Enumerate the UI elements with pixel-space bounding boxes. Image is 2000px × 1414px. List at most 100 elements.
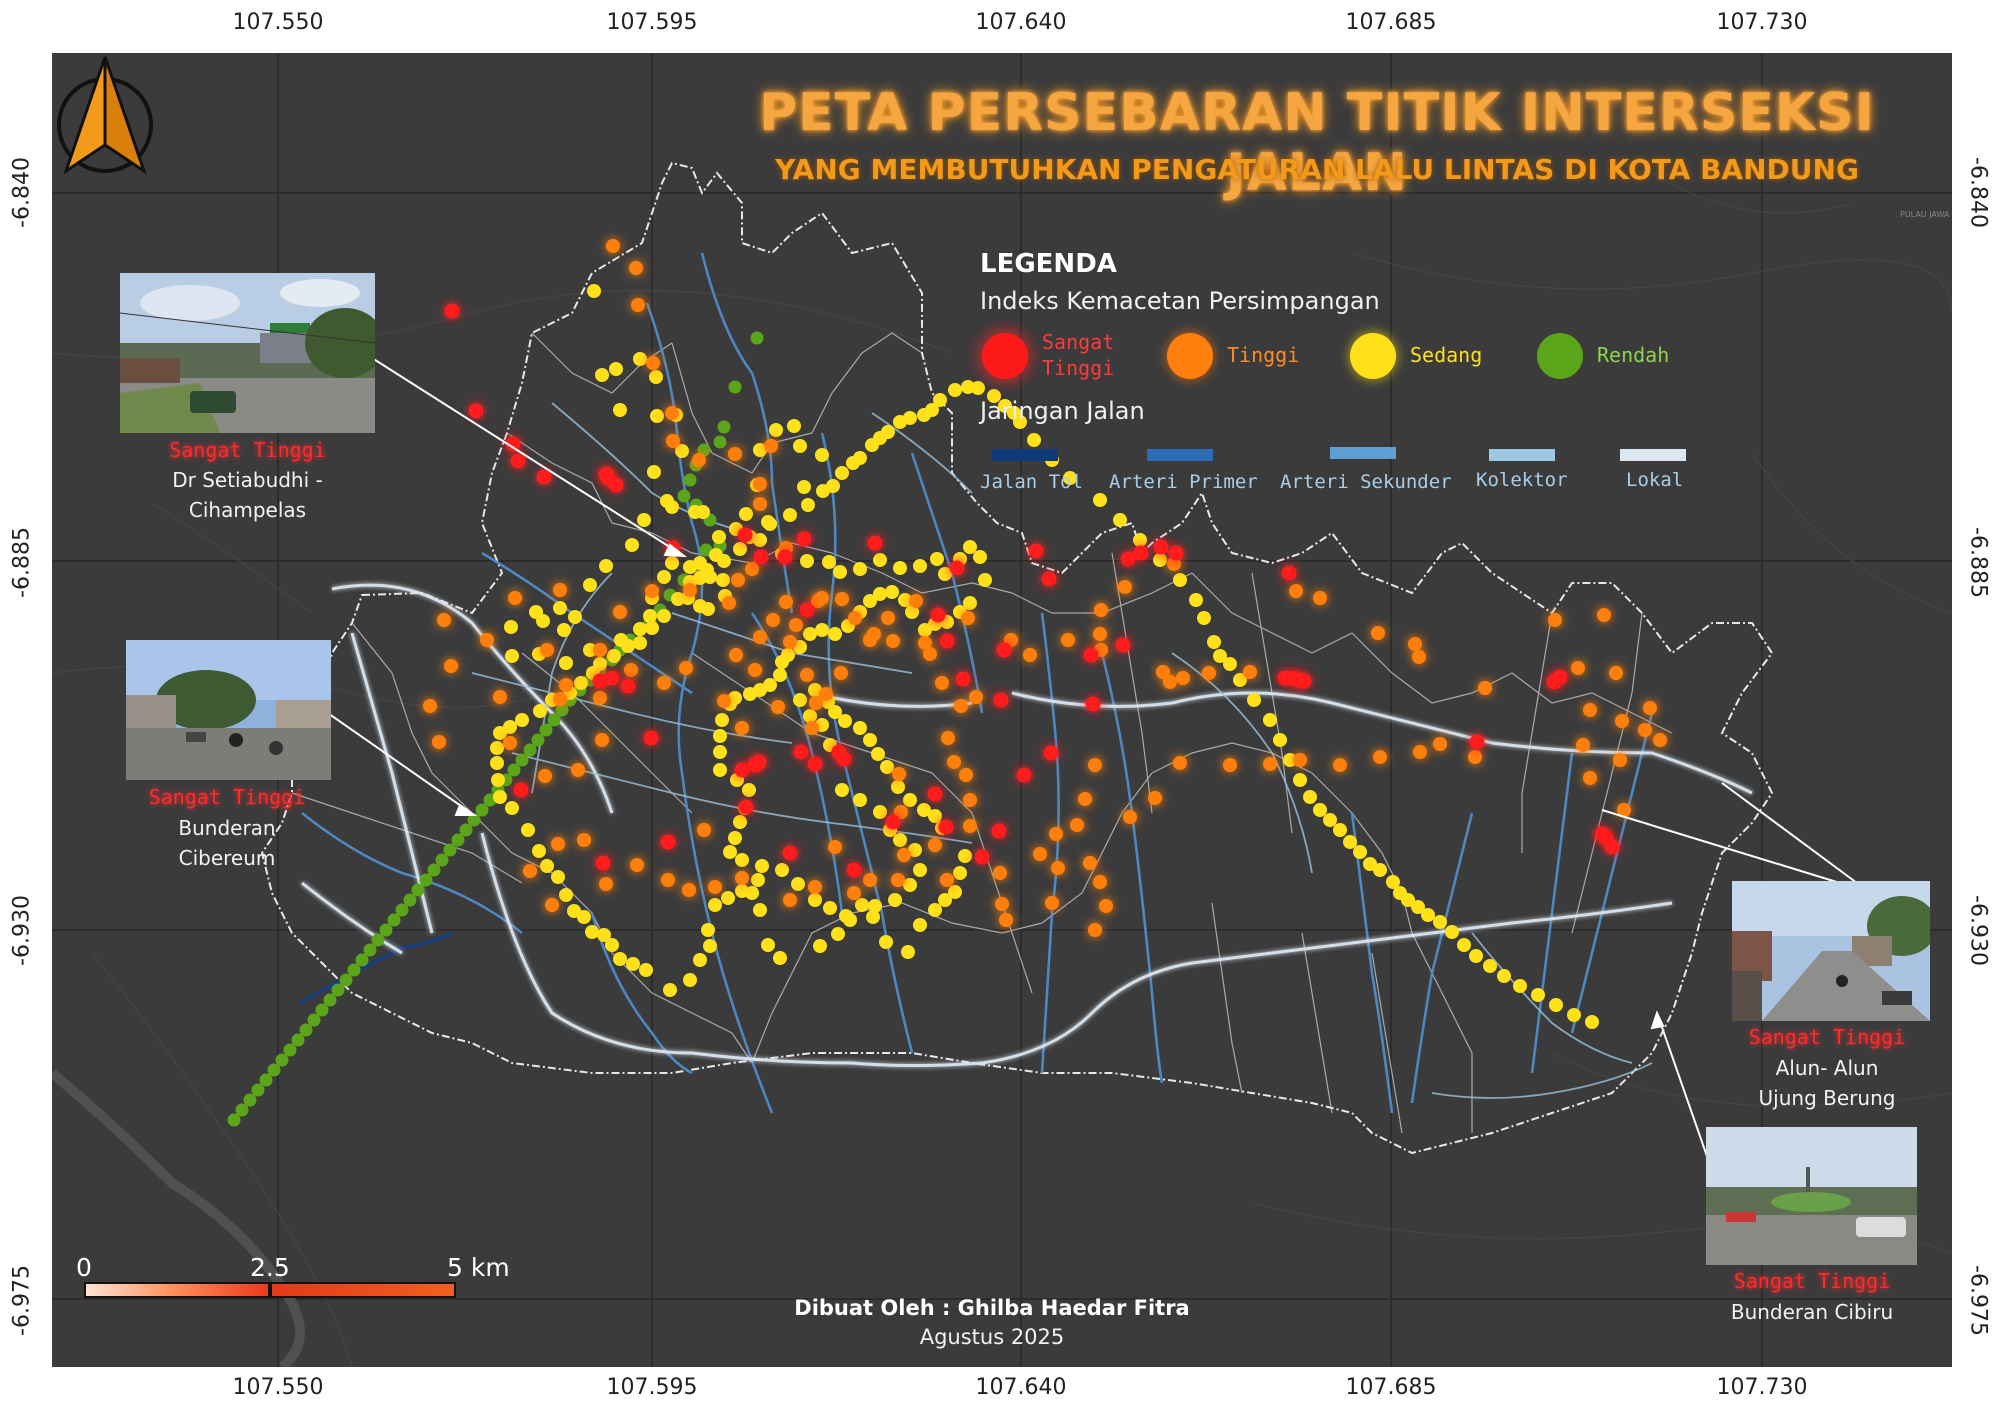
point-tinggi bbox=[624, 663, 638, 677]
point-tinggi bbox=[630, 858, 644, 872]
point-rendah bbox=[355, 953, 369, 967]
point-tinggi bbox=[728, 447, 742, 461]
point-rendah bbox=[531, 733, 545, 747]
point-sedang bbox=[866, 910, 880, 924]
point-sedang bbox=[703, 939, 717, 953]
point-tinggi bbox=[731, 573, 745, 587]
point-sedang bbox=[1353, 845, 1367, 859]
point-tinggi bbox=[1051, 861, 1065, 875]
point-rendah bbox=[331, 983, 345, 997]
point-tinggi bbox=[577, 833, 591, 847]
point-sangat-tinggi bbox=[753, 549, 769, 565]
point-tinggi bbox=[735, 871, 749, 885]
callout-category-3: Sangat Tinggi bbox=[1748, 1025, 1906, 1049]
point-sangat-tinggi bbox=[955, 671, 971, 687]
map-frame[interactable]: PULAU JAWA PETA PERSEBARAN TITIK INTERSE… bbox=[52, 53, 1952, 1367]
point-sangat-tinggi bbox=[536, 469, 552, 485]
point-rendah bbox=[291, 1033, 305, 1047]
point-sangat-tinggi bbox=[734, 762, 750, 778]
point-rendah bbox=[347, 963, 361, 977]
point-tinggi bbox=[1597, 608, 1611, 622]
point-tinggi bbox=[423, 699, 437, 713]
lat-label-right: -6.885 bbox=[1965, 527, 1991, 598]
point-rendah bbox=[419, 873, 433, 887]
point-sedang bbox=[775, 655, 789, 669]
point-rendah bbox=[283, 1043, 297, 1057]
point-tinggi bbox=[892, 767, 906, 781]
point-rendah bbox=[363, 943, 377, 957]
point-sangat-tinggi bbox=[1604, 839, 1620, 855]
point-sedang bbox=[633, 622, 647, 636]
point-sedang bbox=[918, 623, 932, 637]
point-sangat-tinggi bbox=[1281, 565, 1297, 581]
point-sangat-tinggi bbox=[1469, 734, 1485, 750]
point-sedang bbox=[769, 423, 783, 437]
point-sedang bbox=[1063, 471, 1077, 485]
callout-category-1: Sangat Tinggi bbox=[169, 438, 326, 462]
point-tinggi bbox=[683, 583, 697, 597]
callout-category-2: Sangat Tinggi bbox=[148, 785, 306, 809]
legend-label-kolektor: Kolektor bbox=[1476, 469, 1568, 491]
point-sangat-tinggi bbox=[1041, 571, 1057, 587]
point-tinggi bbox=[808, 880, 822, 894]
point-tinggi bbox=[545, 898, 559, 912]
point-tinggi bbox=[661, 873, 675, 887]
point-rendah bbox=[728, 380, 742, 394]
point-sedang bbox=[913, 559, 927, 573]
point-sedang bbox=[863, 733, 877, 747]
point-sangat-tinggi bbox=[444, 303, 460, 319]
point-sedang bbox=[742, 783, 756, 797]
point-sedang bbox=[873, 553, 887, 567]
point-rendah bbox=[515, 753, 529, 767]
map-title: PETA PERSEBARAN TITIK INTERSEKSI JALAN bbox=[759, 83, 1875, 203]
point-rendah bbox=[299, 1023, 313, 1037]
point-sedang bbox=[574, 676, 588, 690]
point-sedang bbox=[1421, 908, 1435, 922]
point-sedang bbox=[733, 542, 747, 556]
photo-cibereum bbox=[126, 640, 331, 780]
point-tinggi bbox=[800, 668, 814, 682]
point-tinggi bbox=[666, 434, 680, 448]
point-sedang bbox=[1373, 863, 1387, 877]
point-sedang bbox=[880, 760, 894, 774]
point-sedang bbox=[885, 585, 899, 599]
point-sedang bbox=[763, 517, 777, 531]
legend-swatch-kolektor bbox=[1489, 449, 1555, 461]
point-sedang bbox=[1153, 553, 1167, 567]
point-tinggi bbox=[789, 618, 803, 632]
point-sedang bbox=[773, 951, 787, 965]
point-tinggi bbox=[1643, 701, 1657, 715]
point-tinggi bbox=[1118, 580, 1132, 594]
point-sangat-tinggi bbox=[513, 782, 529, 798]
lon-label-bottom: 107.730 bbox=[1716, 1375, 1808, 1400]
point-sedang bbox=[808, 893, 822, 907]
point-sedang bbox=[813, 939, 827, 953]
point-tinggi bbox=[1433, 737, 1447, 751]
point-sedang bbox=[835, 783, 849, 797]
point-sedang bbox=[735, 884, 749, 898]
point-sangat-tinggi bbox=[1120, 551, 1136, 567]
point-sedang bbox=[973, 550, 987, 564]
point-sedang bbox=[657, 570, 671, 584]
point-tinggi bbox=[1223, 758, 1237, 772]
point-tinggi bbox=[947, 755, 961, 769]
point-sangat-tinggi bbox=[1153, 539, 1169, 555]
point-sedang bbox=[609, 362, 623, 376]
point-tinggi bbox=[886, 634, 900, 648]
point-sangat-tinggi bbox=[991, 823, 1007, 839]
point-sedang bbox=[1303, 790, 1317, 804]
point-sedang bbox=[503, 720, 517, 734]
point-sedang bbox=[808, 683, 822, 697]
point-tinggi bbox=[961, 611, 975, 625]
point-sedang bbox=[743, 687, 757, 701]
legend-label-sangat-tinggi: Sangat Tinggi bbox=[1042, 330, 1115, 380]
point-sedang bbox=[1189, 593, 1203, 607]
point-sangat-tinggi bbox=[938, 819, 954, 835]
point-tinggi bbox=[553, 692, 567, 706]
point-sedang bbox=[567, 904, 581, 918]
point-tinggi bbox=[805, 721, 819, 735]
point-sedang bbox=[971, 381, 985, 395]
point-tinggi bbox=[935, 676, 949, 690]
point-sangat-tinggi bbox=[777, 549, 793, 565]
point-rendah bbox=[235, 1103, 249, 1117]
